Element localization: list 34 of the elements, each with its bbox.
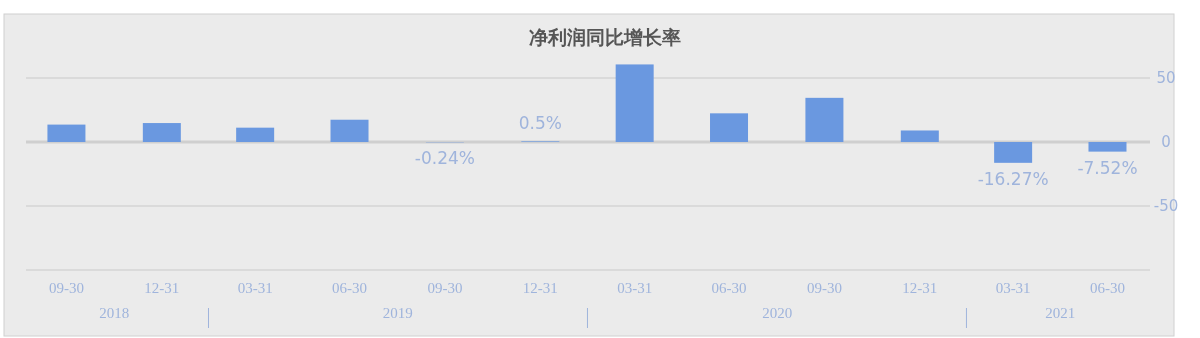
x-tick-label: 12-31 (902, 280, 938, 296)
bar (142, 123, 181, 142)
x-tick-label: 09-30 (48, 280, 84, 296)
x-tick-label: 12-31 (144, 280, 180, 296)
y-tick-label: 0 (1161, 133, 1171, 151)
data-label: 0.5% (518, 113, 562, 134)
bar (710, 113, 749, 142)
x-tick-label: 03-31 (237, 280, 273, 296)
text: 2018 (99, 305, 130, 321)
data-label: -0.24% (414, 148, 475, 169)
text: 2020 (762, 305, 793, 321)
x-tick-label: 03-31 (995, 280, 1031, 296)
bar (330, 119, 369, 142)
y-tick-label: -50 (1153, 197, 1179, 215)
y-tick-label: 50 (1156, 69, 1176, 87)
x-tick-label: 12-31 (522, 280, 558, 296)
bar (805, 97, 844, 142)
bar (900, 130, 939, 142)
x-tick-label: 06-30 (711, 280, 747, 296)
text: 2021 (1045, 305, 1076, 321)
x-tick-label: 09-30 (427, 280, 463, 296)
text: 2019 (382, 305, 413, 321)
text: 净利润同比增长率 (529, 26, 681, 48)
data-label: -7.52% (1077, 157, 1138, 178)
data-label: -16.27% (977, 168, 1049, 189)
x-tick-label: 03-31 (617, 280, 653, 296)
bar (615, 64, 654, 142)
bar (1088, 142, 1127, 152)
x-tick-label: 06-30 (1089, 280, 1125, 296)
x-tick-label: 09-30 (806, 280, 842, 296)
bar (994, 142, 1033, 163)
bar (47, 124, 86, 142)
bar (236, 127, 275, 142)
x-tick-label: 06-30 (332, 280, 368, 296)
